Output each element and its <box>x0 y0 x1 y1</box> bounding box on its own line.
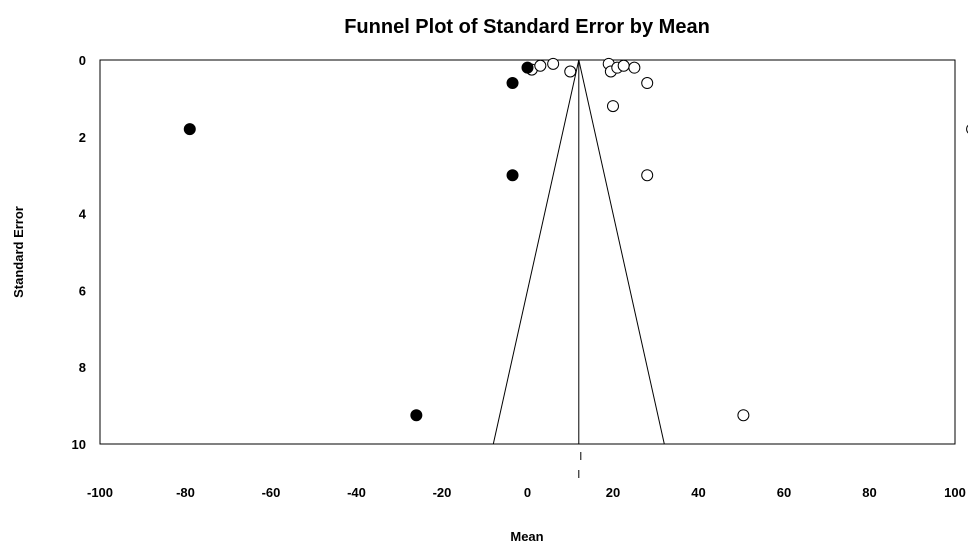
point-layer <box>183 57 968 422</box>
funnel-right-boundary <box>578 59 665 445</box>
x-tick-label: 100 <box>944 485 966 500</box>
y-tick-label: 10 <box>72 437 86 452</box>
x-tick-label: 40 <box>691 485 705 500</box>
y-tick-label: 2 <box>79 130 86 145</box>
imputed-study-point <box>410 409 423 422</box>
y-tick-label: 4 <box>79 207 87 222</box>
observed-study-point <box>737 409 750 422</box>
observed-study-point <box>628 61 641 74</box>
funnel-left-boundary <box>492 59 580 445</box>
imputed-study-point <box>506 169 519 182</box>
observed-study-point <box>641 77 654 90</box>
plot-area <box>99 59 956 445</box>
chart-title: Funnel Plot of Standard Error by Mean <box>344 16 710 38</box>
y-tick-label: 8 <box>79 360 86 375</box>
imputed-study-point <box>506 77 519 90</box>
y-tick-label: 6 <box>79 283 86 298</box>
y-axis-label: Standard Error <box>11 206 26 298</box>
y-tick-label: 0 <box>79 53 86 68</box>
funnel-layer <box>492 59 665 478</box>
observed-study-point <box>617 59 630 72</box>
tick-layer: -100 -80 -60 -40 -20 0 20 40 60 80 100 0 2 4 6 8 10 <box>72 53 966 500</box>
x-tick-label: -100 <box>87 485 113 500</box>
x-tick-label: -60 <box>262 485 281 500</box>
x-axis-label: Mean <box>510 529 543 542</box>
x-tick-label: 60 <box>777 485 791 500</box>
x-tick-label: 0 <box>524 485 531 500</box>
observed-study-point <box>564 65 577 78</box>
x-tick-label: -20 <box>433 485 452 500</box>
x-tick-label: -40 <box>347 485 366 500</box>
x-tick-label: 80 <box>862 485 876 500</box>
x-tick-label: 20 <box>606 485 620 500</box>
observed-study-point <box>534 59 547 72</box>
observed-study-point <box>547 57 560 70</box>
observed-study-point <box>607 100 619 113</box>
x-tick-label: -80 <box>176 485 195 500</box>
imputed-study-point <box>183 123 196 136</box>
imputed-study-point <box>521 61 534 74</box>
observed-study-point <box>641 169 654 182</box>
